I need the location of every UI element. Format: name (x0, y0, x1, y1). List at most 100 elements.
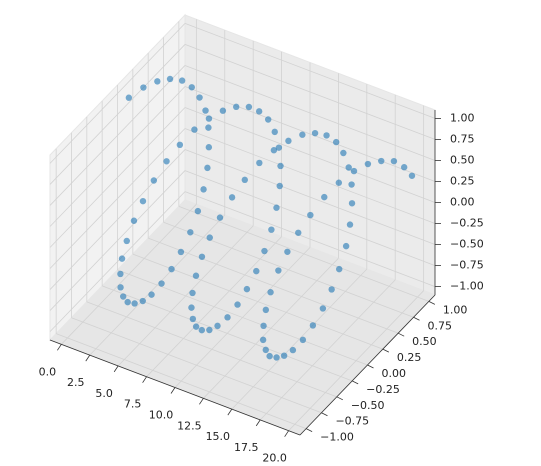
point (216, 214, 224, 221)
x-tick (227, 408, 233, 416)
x-tick-label: 17.5 (234, 441, 259, 454)
point (189, 289, 196, 297)
x-tick (199, 398, 204, 405)
x-tick-label: 10.0 (149, 409, 174, 422)
y-tick-label: 0.50 (412, 335, 437, 348)
point (273, 354, 280, 361)
point (280, 352, 288, 359)
point (206, 326, 213, 334)
point (319, 305, 327, 312)
z-tick-label: 1.00 (450, 111, 475, 124)
point (261, 247, 268, 255)
x-tick-label: 15.0 (206, 430, 231, 443)
grid-line (86, 301, 337, 398)
point (198, 326, 206, 334)
point (345, 164, 352, 171)
point (117, 284, 124, 291)
point (264, 116, 272, 123)
point (192, 323, 200, 330)
x-tick (113, 365, 119, 373)
point (189, 315, 197, 323)
point (176, 141, 184, 149)
point (150, 177, 158, 184)
grid-line (184, 191, 436, 287)
point (350, 167, 358, 175)
x-axis-line (49, 339, 301, 436)
point (275, 144, 283, 151)
point (271, 128, 278, 136)
point (309, 322, 317, 329)
grid-line (184, 44, 436, 140)
point (194, 207, 202, 215)
z-tick-label: −0.50 (450, 238, 484, 251)
grid-line (49, 170, 186, 311)
point (178, 77, 186, 84)
x-tick-label: 2.5 (67, 376, 85, 389)
point (206, 234, 213, 241)
point (245, 103, 253, 111)
grid-line (55, 333, 307, 430)
point (192, 272, 200, 279)
y-tick-label: −0.50 (351, 399, 385, 412)
y-tick (305, 428, 313, 432)
point (342, 242, 350, 250)
x-tick-label: 0.0 (39, 365, 57, 378)
point (243, 285, 251, 293)
point (268, 226, 275, 233)
point (299, 131, 306, 138)
point (187, 229, 194, 236)
point (273, 204, 280, 211)
point (267, 289, 274, 296)
point (154, 78, 161, 85)
grid-line (184, 86, 436, 182)
point (289, 346, 297, 354)
point (158, 280, 165, 287)
point (241, 176, 248, 184)
point (177, 248, 185, 256)
point (191, 126, 198, 133)
point (205, 115, 213, 122)
point (378, 157, 385, 165)
point (266, 352, 273, 360)
y-tick (398, 332, 405, 337)
point (118, 255, 126, 262)
point (364, 160, 372, 168)
point (204, 164, 211, 172)
point (124, 298, 131, 306)
x-tick (85, 354, 91, 362)
point (285, 137, 292, 145)
point (214, 322, 221, 330)
point (348, 181, 355, 188)
z-tick-label: 0.75 (450, 132, 475, 145)
point (140, 84, 147, 91)
point (328, 286, 335, 293)
point (340, 149, 347, 157)
point (348, 200, 356, 207)
point (205, 144, 213, 151)
y-tick-label: −1.00 (320, 431, 354, 444)
point (277, 162, 284, 170)
y-axis-line (299, 294, 436, 436)
z-tick-label: −1.00 (450, 280, 484, 293)
grid-line (148, 237, 399, 334)
y-tick (351, 380, 359, 385)
point (295, 229, 302, 236)
point (139, 297, 146, 305)
grid-line (184, 23, 436, 119)
x-tick (284, 430, 289, 437)
point (139, 197, 147, 205)
point (307, 211, 314, 219)
point (323, 132, 330, 139)
y-tick-label: −0.25 (366, 383, 400, 396)
grid-line (184, 149, 436, 245)
point (117, 270, 124, 278)
point (205, 124, 212, 131)
y-tick (413, 316, 420, 321)
point (219, 107, 227, 114)
y-tick (321, 412, 328, 417)
x-tick-label: 7.5 (124, 398, 142, 411)
point (120, 293, 127, 300)
point (196, 94, 203, 101)
